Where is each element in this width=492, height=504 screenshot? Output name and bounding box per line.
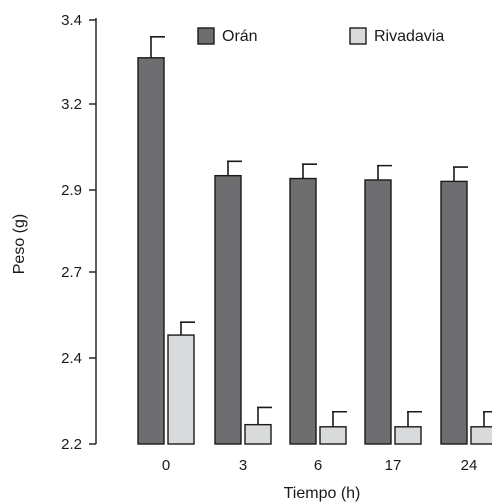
legend-label-oran: Orán	[222, 28, 258, 45]
x-tick-label: 17	[385, 457, 402, 474]
bar-orn-17	[364, 179, 392, 445]
error-bar	[302, 163, 317, 179]
bar-rivadavia-3	[244, 423, 272, 445]
bar-orn-24	[440, 180, 468, 445]
error-bar	[332, 410, 347, 427]
y-axis-title: Peso (g)	[11, 214, 28, 274]
y-tick-label: 2.9	[61, 182, 82, 199]
bar-orn-3	[214, 174, 242, 445]
x-axis-title: Tiempo (h)	[284, 485, 361, 502]
x-tick-label: 24	[461, 457, 478, 474]
bar-orn-0	[137, 57, 165, 445]
x-tick-labels: 0 3 6 17 24	[162, 457, 478, 474]
x-tick-label: 3	[239, 457, 247, 474]
y-axis: 2.2 2.4 2.7 2.9 3.2 3.4	[61, 12, 97, 453]
bar-rivadavia-17	[394, 426, 422, 445]
bar-orn-6	[289, 177, 317, 445]
y-tick-label: 2.4	[61, 350, 82, 367]
legend: Orán Rivadavia	[197, 27, 444, 45]
error-bar	[407, 410, 422, 427]
error-bars	[150, 36, 492, 427]
legend-swatch-oran	[197, 27, 215, 45]
y-tick-label: 3.2	[61, 96, 82, 113]
error-bar	[483, 410, 492, 427]
error-bar	[227, 160, 242, 176]
y-tick-label: 2.2	[61, 436, 82, 453]
legend-swatch-rivadavia	[349, 27, 367, 45]
y-tick-label: 2.7	[61, 264, 82, 281]
error-bar	[257, 406, 272, 425]
bars	[137, 57, 492, 445]
bar-rivadavia-0	[167, 334, 195, 445]
bar-rivadavia-24	[470, 426, 492, 445]
error-bar	[453, 166, 468, 182]
error-bar	[377, 164, 392, 180]
bar-rivadavia-6	[319, 426, 347, 445]
x-tick-label: 0	[162, 457, 170, 474]
error-bar	[180, 321, 195, 336]
y-tick-label: 3.4	[61, 12, 82, 29]
x-tick-label: 6	[314, 457, 322, 474]
error-bar	[150, 36, 165, 58]
legend-label-rivadavia: Rivadavia	[374, 28, 444, 45]
y-ticks: 2.2 2.4 2.7 2.9 3.2 3.4	[61, 12, 96, 453]
